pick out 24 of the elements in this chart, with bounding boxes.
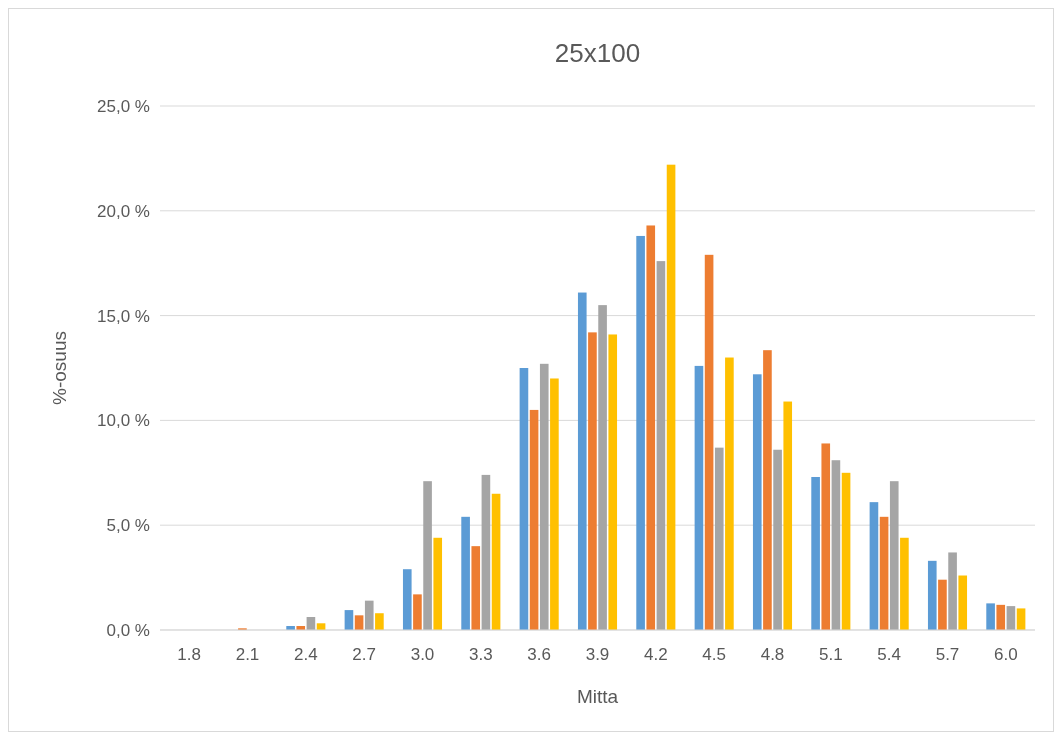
x-tick-label: 1.8: [177, 645, 201, 664]
x-tick-label: 4.8: [760, 645, 785, 664]
x-tick-label: 5.7: [935, 645, 960, 664]
x-axis-title: Mitta: [576, 686, 619, 707]
y-tick-label: 5,0 %: [106, 516, 150, 536]
x-tick-label: 2.4: [294, 645, 318, 664]
x-tick-label: 4.2: [644, 645, 668, 664]
y-tick-label: 25,0 %: [97, 96, 150, 116]
x-tick-label: 2.7: [352, 645, 376, 664]
y-tick-label: 15,0 %: [97, 306, 150, 326]
y-axis-title: %-osuus: [49, 331, 70, 405]
chart-title: 25x100: [554, 38, 641, 68]
x-tick-label: 3.0: [410, 645, 435, 664]
x-tick-label: 2.1: [235, 645, 260, 664]
x-tick-label: 4.5: [702, 645, 726, 664]
x-tick-label: 5.1: [819, 645, 843, 664]
x-tick-label: 3.3: [469, 645, 493, 664]
y-tick-label: 20,0 %: [97, 201, 150, 221]
x-tick-label: 3.6: [527, 645, 551, 664]
x-tick-label: 6.0: [994, 645, 1018, 664]
y-tick-label: 0,0 %: [106, 620, 150, 640]
y-tick-label: 10,0 %: [97, 411, 150, 431]
x-tick-label: 3.9: [585, 645, 610, 664]
x-tick-label: 5.4: [877, 645, 901, 664]
